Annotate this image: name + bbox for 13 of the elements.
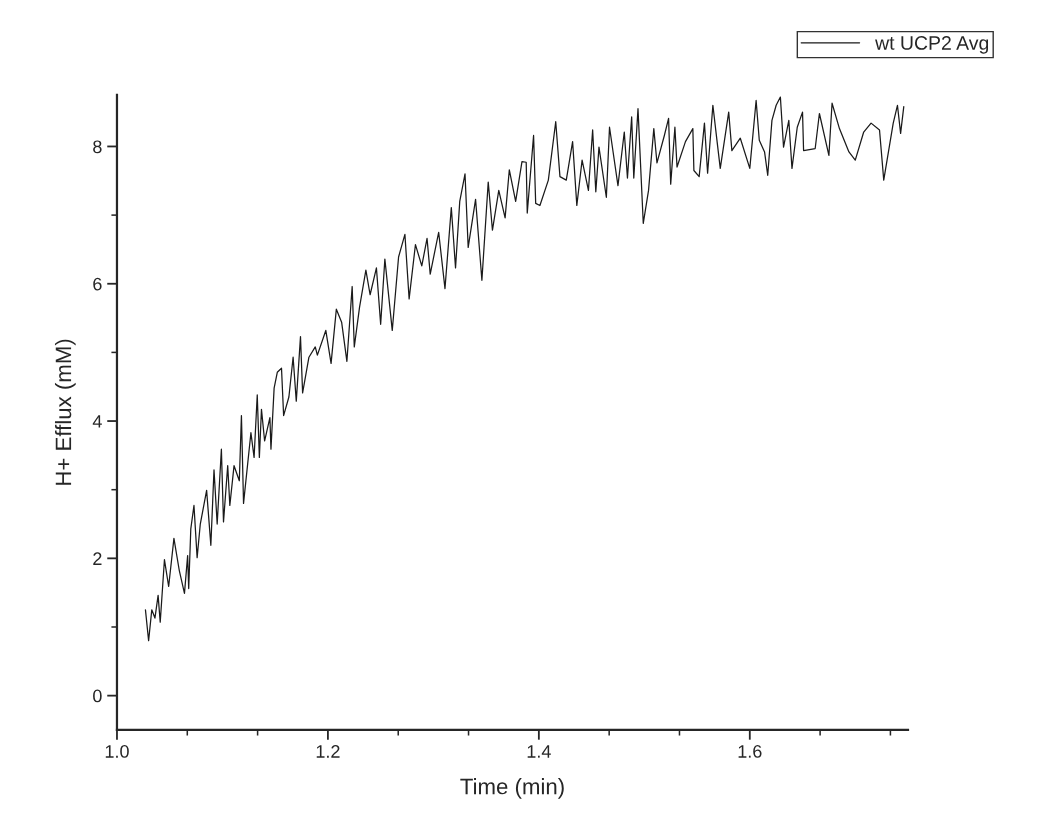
y-tick-label: 2 [93, 552, 102, 565]
line-series [144, 96, 905, 642]
y-axis-title: H+ Efflux (mM) [54, 339, 76, 485]
x-tick-label: 1.2 [316, 745, 340, 758]
x-tick-label: 1.6 [738, 745, 762, 758]
legend-label: wt UCP2 Avg [875, 36, 989, 54]
x-tick-label: 1.0 [105, 745, 129, 758]
y-tick-label: 4 [92, 415, 102, 428]
x-axis-title: Time (min) [460, 778, 564, 799]
y-tick-label: 8 [93, 140, 102, 154]
x-tick-label: 1.4 [527, 745, 551, 758]
y-tick-label: 6 [93, 277, 102, 291]
y-tick-label: 0 [93, 689, 102, 703]
